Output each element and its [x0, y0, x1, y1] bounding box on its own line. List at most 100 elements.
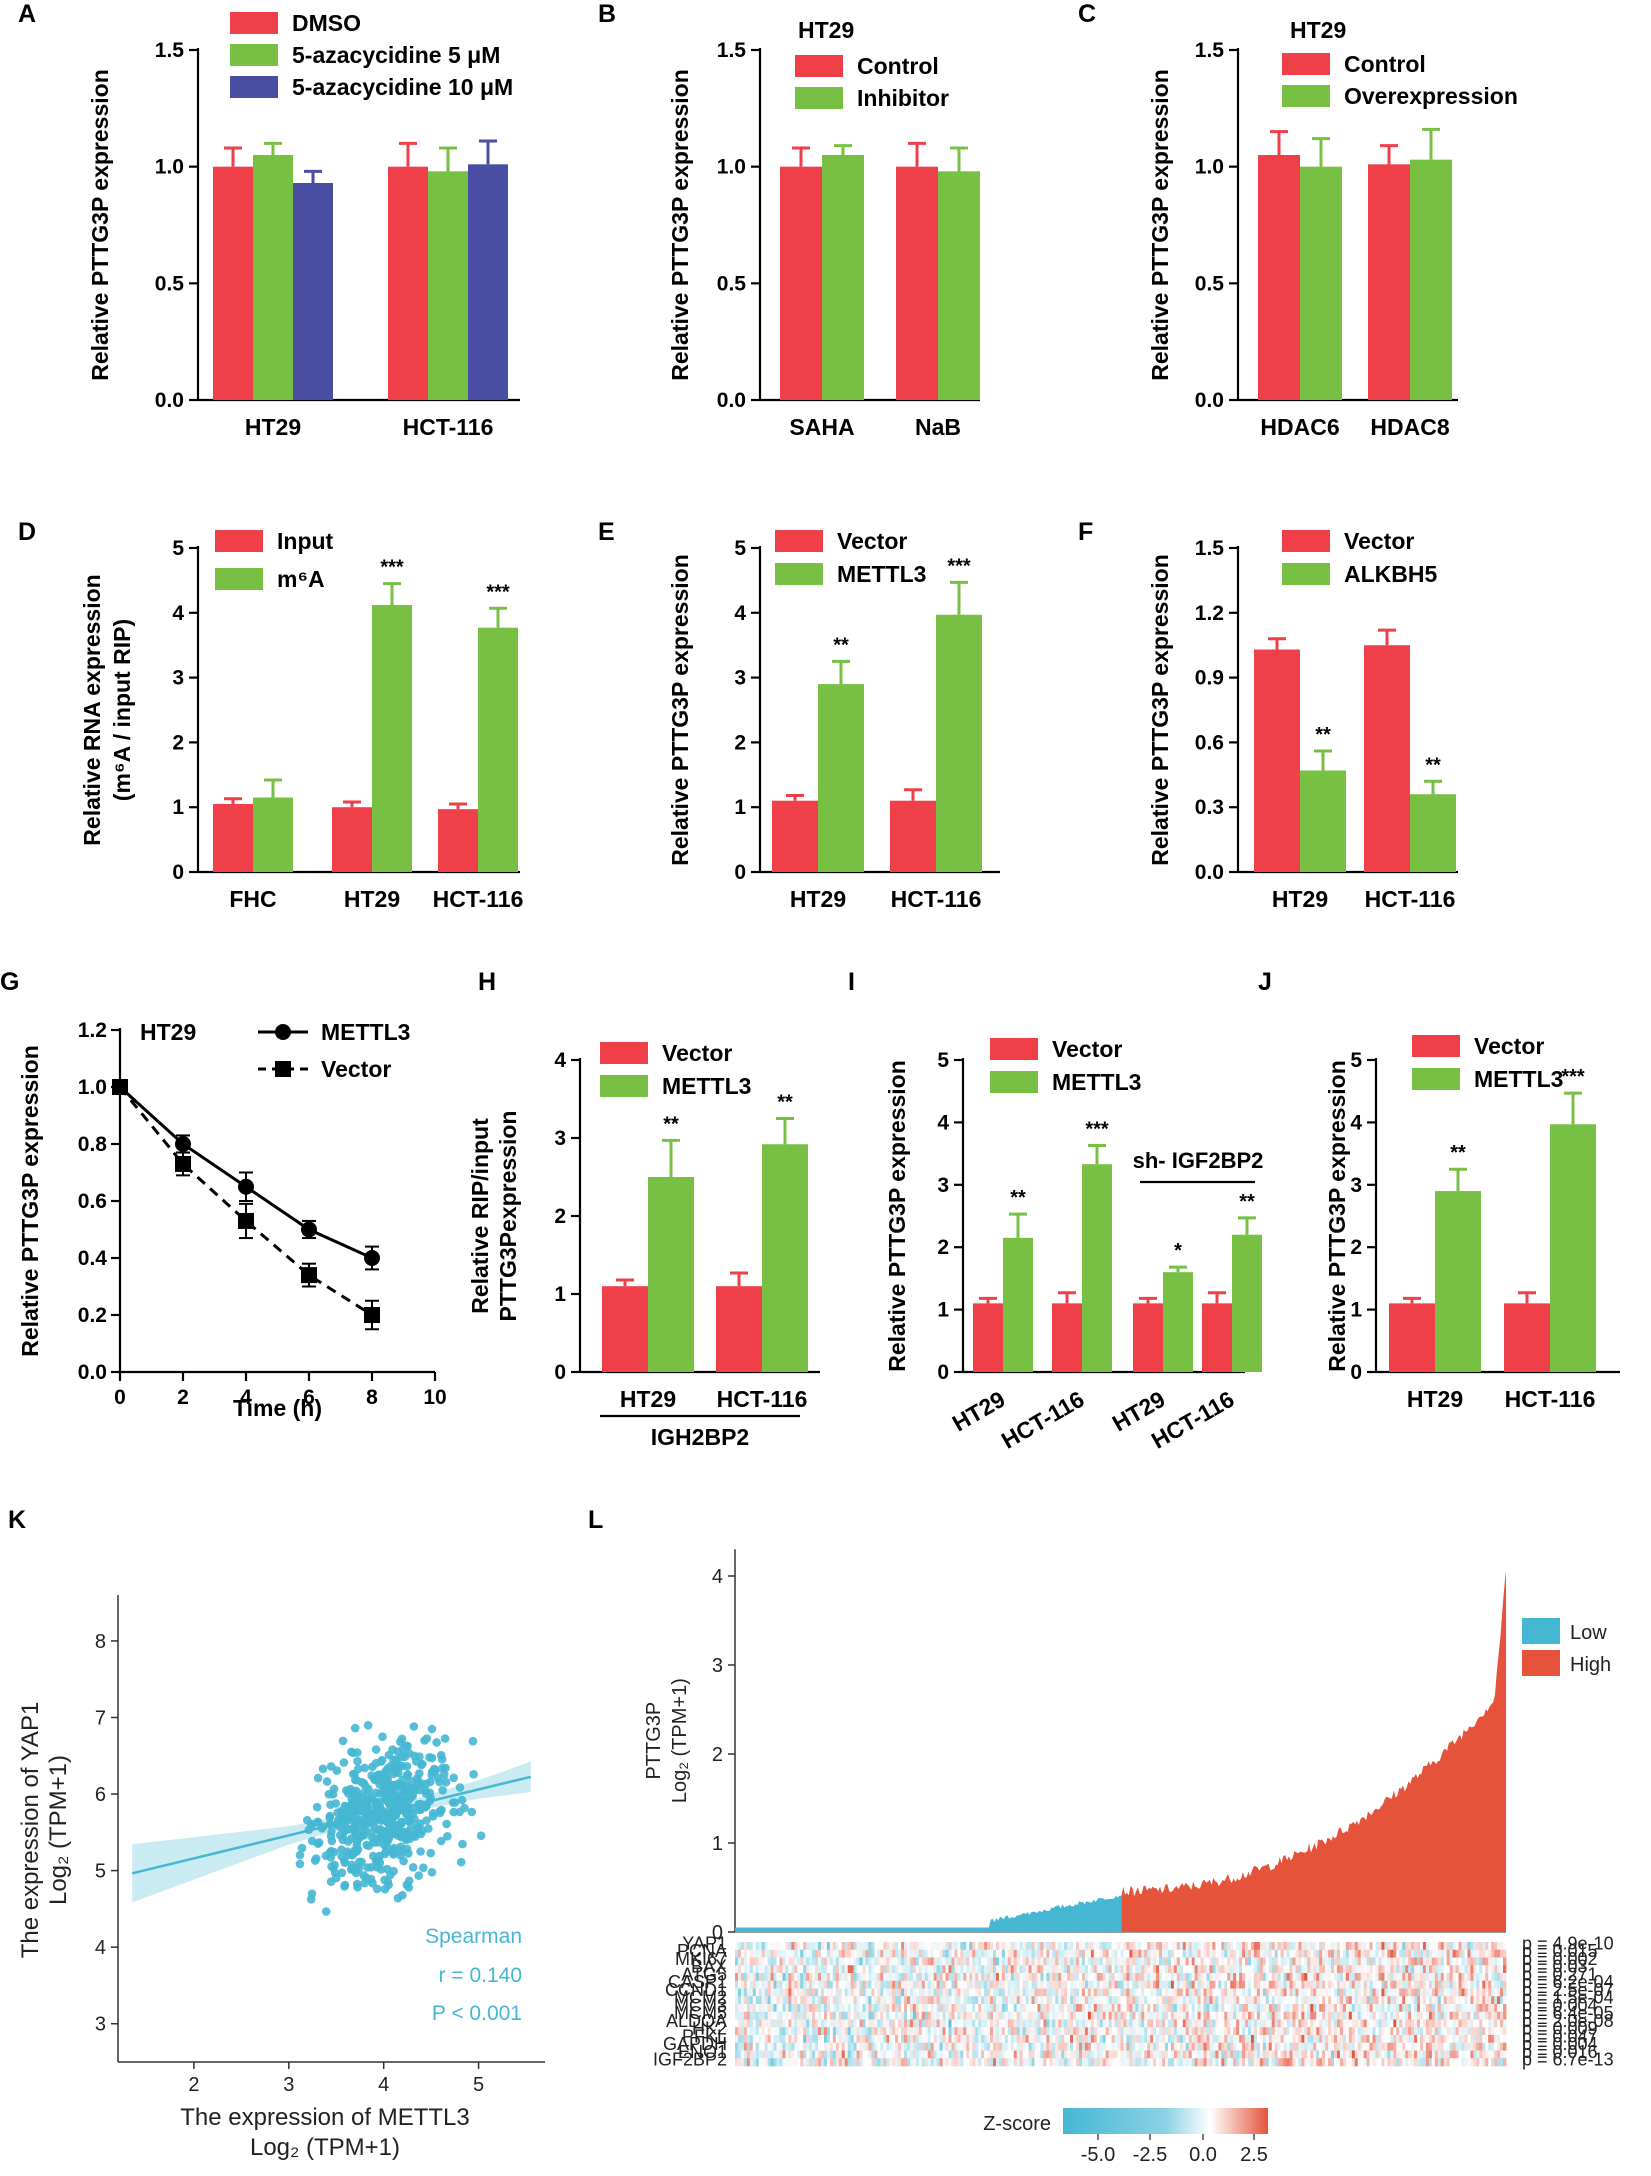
heatmap-cell [898, 1980, 902, 1989]
legend-swatch-green [1412, 1068, 1460, 1090]
heatmap-cell [998, 2042, 1003, 2051]
scatter-point [359, 1871, 369, 1880]
heatmap-cell [1120, 1957, 1124, 1966]
heatmap-cell [1182, 2050, 1187, 2059]
heatmap-cell [1417, 2050, 1421, 2059]
heatmap-cell [951, 1988, 955, 1997]
heatmap-cell [871, 2042, 875, 2051]
heatmap-cell [1357, 1973, 1362, 1982]
heatmap-cell [1405, 1965, 1409, 1974]
heatmap-cell [1013, 2019, 1018, 2028]
heatmap-cell [794, 1996, 798, 2005]
heatmap-cell [1500, 2011, 1504, 2020]
scatter-point [346, 1834, 356, 1843]
heatmap-cell [1147, 2035, 1151, 2044]
heatmap-cell [1286, 1980, 1290, 1989]
heatmap-cell [737, 2035, 742, 2044]
heatmap-cell [1064, 2019, 1068, 2028]
heatmap-cell [1230, 2004, 1234, 2013]
heatmap-cell [1422, 1949, 1427, 1958]
heatmap-cell [764, 2011, 769, 2020]
heatmap-cell [735, 1957, 739, 1966]
heatmap-cell [1420, 1957, 1424, 1966]
heatmap-cell [1334, 2035, 1338, 2044]
legend-swatch-high [1522, 1650, 1560, 1676]
heatmap-cell [1286, 1965, 1290, 1974]
heatmap-cell [945, 1988, 949, 1997]
heatmap-cell [1218, 2042, 1222, 2051]
heatmap-cell [1090, 1980, 1095, 1989]
heatmap-cell [1150, 1949, 1154, 1958]
heatmap-cell [1464, 2027, 1468, 2036]
heatmap-cell [1076, 1996, 1080, 2005]
heatmap-cell [1289, 2011, 1293, 2020]
heatmap-cell [1372, 1965, 1376, 1974]
heatmap-cell [1265, 1957, 1270, 1966]
heatmap-cell [886, 1949, 890, 1958]
heatmap-cell [853, 2042, 857, 2051]
heatmap-cell [1052, 1988, 1056, 1997]
scatter-point [363, 1789, 373, 1799]
heatmap-cell [1156, 2011, 1160, 2020]
heatmap-cell [1153, 2050, 1157, 2059]
heatmap-cell [1245, 1957, 1249, 1966]
heatmap-cell [1233, 2035, 1237, 2044]
heatmap-cell [835, 2035, 840, 2044]
heatmap-cell [1167, 2004, 1172, 2013]
heatmap-cell [927, 2042, 932, 2051]
heatmap-cell [1277, 2019, 1282, 2028]
heatmap-cell [1185, 1988, 1190, 1997]
heatmap-cell [1396, 1988, 1400, 1997]
heatmap-cell [773, 1965, 777, 1974]
heatmap-cell [1212, 1988, 1216, 1997]
heatmap-cell [1108, 2004, 1113, 2013]
heatmap-cell [841, 2050, 846, 2059]
heatmap-cell [1449, 1957, 1454, 1966]
heatmap-cell [995, 1996, 1000, 2005]
heatmap-cell [1055, 1980, 1059, 1989]
heatmap-cell [1025, 2050, 1029, 2059]
heatmap-cell [1286, 2035, 1290, 2044]
heatmap-cell [821, 1942, 825, 1951]
heatmap-cell [906, 2035, 911, 2044]
x-category-label: HCT-116 [1365, 886, 1456, 912]
heatmap-cell [1455, 1980, 1459, 1989]
heatmap-cell [1268, 2042, 1273, 2051]
heatmap-cell [1331, 1949, 1335, 1958]
scatter-point [360, 1878, 369, 1888]
heatmap-cell [1313, 1949, 1317, 1958]
heatmap-cell [1135, 1965, 1139, 1974]
heatmap-cell [1298, 1965, 1302, 1974]
heatmap-cell [966, 1988, 970, 1997]
legend-swatch-red [990, 1038, 1038, 1060]
heatmap-cell [1144, 2011, 1148, 2020]
heatmap-cell [1230, 1965, 1234, 1974]
y-tick-label: 2 [734, 731, 746, 754]
heatmap-cell [1087, 2050, 1092, 2059]
heatmap-cell [972, 1957, 976, 1966]
heatmap-cell [1262, 2027, 1267, 2036]
heatmap-cell [844, 1973, 849, 1982]
heatmap-cell [1274, 1965, 1279, 1974]
heatmap-cell [957, 2019, 961, 2028]
heatmap-cell [1058, 1949, 1062, 1958]
heatmap-cell [969, 2019, 973, 2028]
heatmap-cell [1351, 1973, 1356, 1982]
heatmap-cell [1170, 1980, 1175, 1989]
heatmap-cell [871, 2004, 875, 2013]
heatmap-cell [927, 2019, 932, 2028]
heatmap-cell [1078, 1973, 1083, 1982]
heatmap-cell [1336, 1980, 1341, 1989]
heatmap-cell [832, 2011, 837, 2020]
heatmap-cell [1159, 1965, 1163, 1974]
heatmap-cell [1197, 1957, 1201, 1966]
heatmap-cell [1250, 1988, 1255, 1997]
heatmap-cell [1105, 1949, 1110, 1958]
heatmap-cell [1307, 2027, 1311, 2036]
heatmap-cell [770, 2058, 774, 2067]
heatmap-cell [735, 2035, 739, 2044]
scatter-point [337, 1845, 346, 1854]
heatmap-cell [1043, 2050, 1047, 2059]
heatmap-cell [1025, 2042, 1029, 2051]
heatmap-cell [1031, 1973, 1035, 1982]
